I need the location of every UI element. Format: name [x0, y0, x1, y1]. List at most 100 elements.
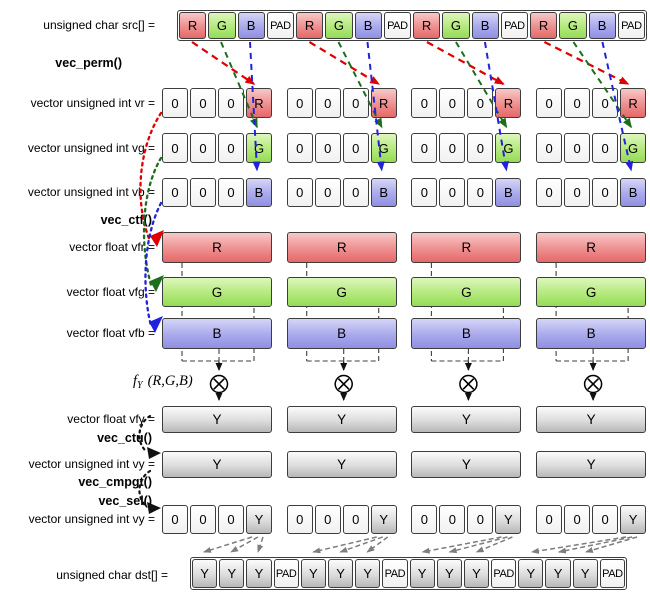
cell-r: R: [413, 12, 441, 39]
cell-0: 0: [190, 133, 216, 163]
vector-bar-b-2: B: [286, 318, 397, 349]
fy-f: f: [133, 373, 138, 389]
cell-0: 0: [314, 505, 341, 534]
cell-0: 0: [286, 505, 313, 534]
cell-pad: PAD: [273, 559, 299, 588]
cell-y: Y: [495, 505, 522, 534]
cell-0: 0: [314, 133, 341, 163]
cell-pad: PAD: [383, 12, 411, 39]
cell-y: Y: [572, 559, 598, 588]
dst-strip: Y Y Y PAD Y Y Y PAD Y Y Y PAD Y Y Y PAD: [190, 557, 627, 590]
cell-0: 0: [467, 133, 494, 163]
vector-bar-r-1: R: [162, 232, 272, 263]
cell-0: 0: [342, 178, 369, 207]
cell-0: 0: [218, 88, 244, 118]
cell-0: 0: [411, 88, 438, 118]
cell-0: 0: [286, 133, 313, 163]
cell-g: G: [442, 12, 470, 39]
vy-row-label: vector unsigned int vy =: [28, 457, 155, 471]
cell-g: G: [495, 133, 522, 163]
cell-b: B: [370, 178, 397, 207]
cell-0: 0: [314, 178, 341, 207]
vector-bar-y-4: Y: [536, 451, 647, 478]
cell-0: 0: [592, 133, 619, 163]
vec-cmpgt-label: vec_cmpgt(): [78, 475, 152, 489]
fy-args: (R,G,B): [147, 373, 193, 389]
vector-bar-y-2: Y: [286, 406, 397, 433]
fy-subscript: Y: [137, 380, 143, 391]
cell-0: 0: [162, 88, 188, 118]
vector-bar-b-3: B: [411, 318, 522, 349]
cell-0: 0: [592, 178, 619, 207]
cell-0: 0: [439, 505, 466, 534]
cell-0: 0: [467, 505, 494, 534]
vg-row-label: vector unsigned int vg =: [27, 141, 155, 155]
cell-g: G: [325, 12, 353, 39]
cell-r: R: [370, 88, 397, 118]
cell-r: R: [246, 88, 272, 118]
cell-y: Y: [327, 559, 354, 588]
cell-0: 0: [342, 505, 369, 534]
src-strip: R G B PAD R G B PAD R G B PAD R G B PAD: [177, 10, 647, 41]
cell-0: 0: [536, 88, 563, 118]
vector-bar-y-1: Y: [162, 451, 272, 478]
cell-y: Y: [246, 559, 272, 588]
vb-row-label: vector unsigned int vb =: [27, 185, 155, 199]
cell-r: R: [179, 12, 207, 39]
cell-0: 0: [218, 178, 244, 207]
cell-b: B: [495, 178, 522, 207]
dst-row-label: unsigned char dst[] =: [56, 568, 168, 582]
vfb-row-label: vector float vfb =: [66, 326, 155, 340]
cell-pad: PAD: [617, 12, 645, 39]
vec-sel-label: vec_sel(): [98, 494, 152, 508]
cell-y: Y: [219, 559, 245, 588]
cell-0: 0: [411, 133, 438, 163]
cell-r: R: [620, 88, 647, 118]
vector-bar-r-3: R: [411, 232, 522, 263]
cell-0: 0: [190, 88, 216, 118]
vfr-row-label: vector float vfr =: [69, 240, 155, 254]
cell-g: G: [559, 12, 587, 39]
cell-0: 0: [564, 178, 591, 207]
cell-r: R: [296, 12, 324, 39]
cell-0: 0: [592, 505, 619, 534]
vector-bar-g-3: G: [411, 277, 522, 307]
cell-0: 0: [218, 133, 244, 163]
cell-y: Y: [246, 505, 272, 534]
cell-pad: PAD: [382, 559, 408, 588]
cell-0: 0: [536, 133, 563, 163]
cell-0: 0: [342, 88, 369, 118]
cell-y: Y: [518, 559, 544, 588]
vector-bar-g-4: G: [536, 277, 647, 307]
cell-y: Y: [463, 559, 490, 588]
src-row-label: unsigned char src[] =: [43, 18, 155, 32]
cell-0: 0: [162, 178, 188, 207]
vector-bar-y-1: Y: [162, 406, 272, 433]
cell-pad: PAD: [599, 559, 625, 588]
cell-b: B: [588, 12, 616, 39]
cell-0: 0: [536, 505, 563, 534]
vector-bar-r-2: R: [286, 232, 397, 263]
